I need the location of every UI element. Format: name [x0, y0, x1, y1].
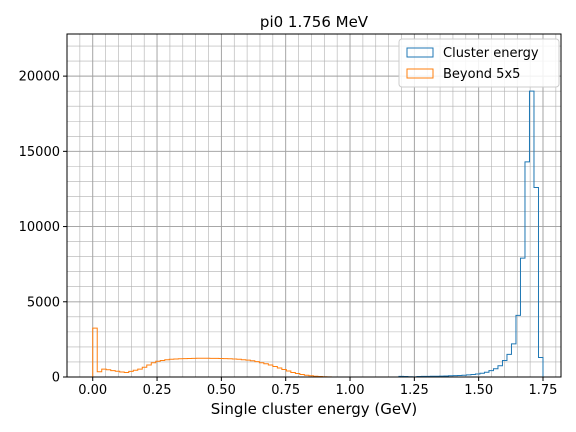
- x-tick-label: 0.50: [207, 383, 236, 398]
- legend: Cluster energy Beyond 5x5: [399, 39, 559, 87]
- x-tick-label: 1.75: [529, 383, 558, 398]
- chart-title: pi0 1.756 MeV: [260, 13, 369, 31]
- y-tick-label: 0: [52, 371, 60, 386]
- x-tick-label: 1.25: [400, 383, 429, 398]
- y-tick-label: 10000: [19, 220, 60, 235]
- x-axis-label: Single cluster energy (GeV): [211, 400, 418, 418]
- legend-label: Beyond 5x5: [443, 67, 520, 82]
- x-tick-label: 0.00: [78, 383, 107, 398]
- legend-label: Cluster energy: [443, 46, 539, 61]
- x-tick-label: 1.50: [464, 383, 493, 398]
- y-tick-label: 5000: [27, 295, 60, 310]
- y-tick-label: 20000: [19, 70, 60, 85]
- x-tick-label: 0.75: [271, 383, 300, 398]
- y-tick-label: 15000: [19, 145, 60, 160]
- x-tick-label: 0.25: [143, 383, 172, 398]
- x-tick-label: 1.00: [336, 383, 365, 398]
